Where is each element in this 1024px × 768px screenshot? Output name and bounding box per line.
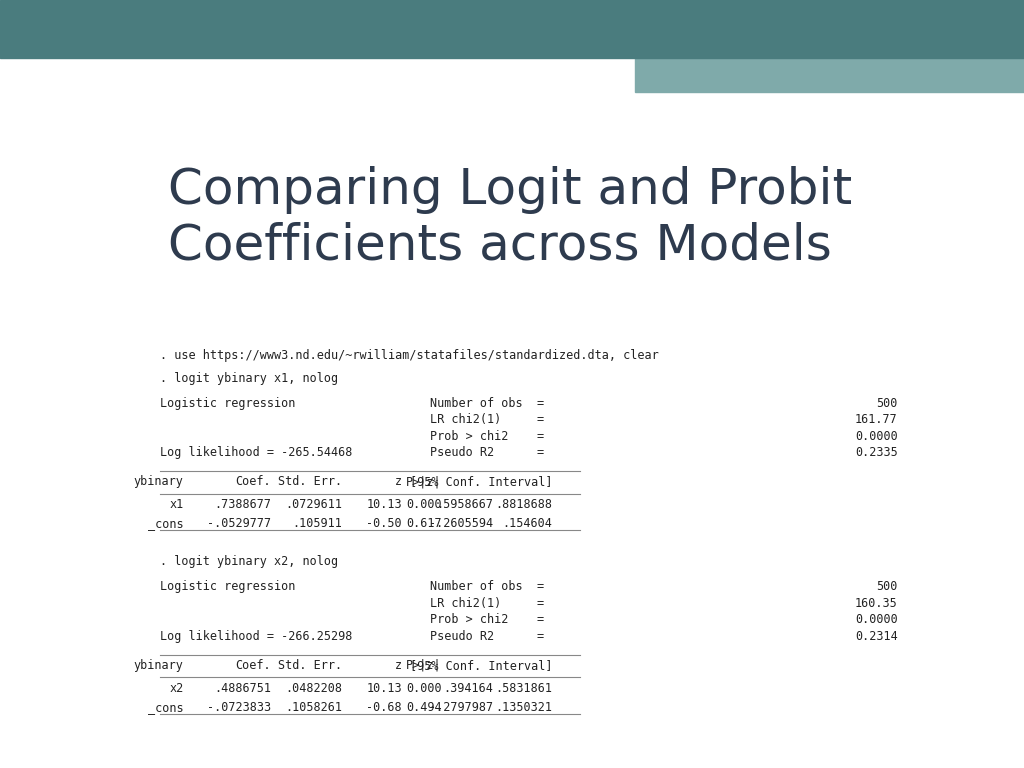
Text: .1058261: .1058261 bbox=[286, 700, 342, 713]
Text: Coef.: Coef. bbox=[236, 475, 270, 488]
Text: _cons: _cons bbox=[147, 700, 183, 713]
Text: .7388677: .7388677 bbox=[214, 498, 270, 511]
Text: .0729611: .0729611 bbox=[286, 498, 342, 511]
Text: Prob > chi2: Prob > chi2 bbox=[430, 613, 508, 626]
Text: 0.2314: 0.2314 bbox=[855, 630, 898, 643]
Text: 0.000: 0.000 bbox=[406, 682, 441, 695]
Text: -0.68: -0.68 bbox=[367, 700, 401, 713]
Text: Std. Err.: Std. Err. bbox=[279, 475, 342, 488]
Text: .4886751: .4886751 bbox=[214, 682, 270, 695]
Text: .394164: .394164 bbox=[443, 682, 494, 695]
Text: Number of obs: Number of obs bbox=[430, 580, 522, 593]
Text: Coef.: Coef. bbox=[236, 659, 270, 672]
Text: =: = bbox=[537, 413, 544, 426]
Text: =: = bbox=[537, 446, 544, 459]
Text: . use https://www3.nd.edu/~rwilliam/statafiles/standardized.dta, clear: . use https://www3.nd.edu/~rwilliam/stat… bbox=[160, 349, 658, 362]
Text: =: = bbox=[537, 630, 544, 643]
Text: .105911: .105911 bbox=[293, 518, 342, 531]
Text: LR chi2(1): LR chi2(1) bbox=[430, 413, 501, 426]
Text: Logistic regression: Logistic regression bbox=[160, 580, 295, 593]
Text: -.2797987: -.2797987 bbox=[429, 700, 494, 713]
Text: _cons: _cons bbox=[147, 518, 183, 531]
Text: Log likelihood = -266.25298: Log likelihood = -266.25298 bbox=[160, 630, 352, 643]
Text: =: = bbox=[537, 613, 544, 626]
Text: =: = bbox=[537, 597, 544, 610]
Text: 0.2335: 0.2335 bbox=[855, 446, 898, 459]
Text: 0.0000: 0.0000 bbox=[855, 613, 898, 626]
Text: Number of obs: Number of obs bbox=[430, 397, 522, 409]
Text: 10.13: 10.13 bbox=[367, 498, 401, 511]
Text: Comparing Logit and Probit
Coefficients across Models: Comparing Logit and Probit Coefficients … bbox=[168, 166, 852, 270]
Text: P>|z|: P>|z| bbox=[406, 475, 441, 488]
Text: .5958667: .5958667 bbox=[436, 498, 494, 511]
Text: x1: x1 bbox=[169, 498, 183, 511]
Text: .0482208: .0482208 bbox=[286, 682, 342, 695]
Text: 500: 500 bbox=[877, 397, 898, 409]
Text: Pseudo R2: Pseudo R2 bbox=[430, 630, 494, 643]
Text: P>|z|: P>|z| bbox=[406, 659, 441, 672]
Text: 161.77: 161.77 bbox=[855, 413, 898, 426]
Text: [95% Conf. Interval]: [95% Conf. Interval] bbox=[410, 475, 553, 488]
Text: Prob > chi2: Prob > chi2 bbox=[430, 430, 508, 443]
Text: x2: x2 bbox=[169, 682, 183, 695]
Text: ybinary: ybinary bbox=[134, 659, 183, 672]
Text: .1350321: .1350321 bbox=[496, 700, 553, 713]
Text: Pseudo R2: Pseudo R2 bbox=[430, 446, 494, 459]
Text: -0.50: -0.50 bbox=[367, 518, 401, 531]
Text: 160.35: 160.35 bbox=[855, 597, 898, 610]
Text: 10.13: 10.13 bbox=[367, 682, 401, 695]
Text: -.0529777: -.0529777 bbox=[207, 518, 270, 531]
Text: LR chi2(1): LR chi2(1) bbox=[430, 597, 501, 610]
Text: .8818688: .8818688 bbox=[496, 498, 553, 511]
Text: 0.617: 0.617 bbox=[406, 518, 441, 531]
Text: 500: 500 bbox=[877, 580, 898, 593]
Text: z: z bbox=[394, 475, 401, 488]
Text: =: = bbox=[537, 580, 544, 593]
Text: .154604: .154604 bbox=[503, 518, 553, 531]
Text: . logit ybinary x1, nolog: . logit ybinary x1, nolog bbox=[160, 372, 338, 385]
Text: Std. Err.: Std. Err. bbox=[279, 659, 342, 672]
Text: 0.000: 0.000 bbox=[406, 498, 441, 511]
Text: Log likelihood = -265.54468: Log likelihood = -265.54468 bbox=[160, 446, 352, 459]
Text: . logit ybinary x2, nolog: . logit ybinary x2, nolog bbox=[160, 555, 338, 568]
Text: .5831861: .5831861 bbox=[496, 682, 553, 695]
Text: 0.494: 0.494 bbox=[406, 700, 441, 713]
Text: Logistic regression: Logistic regression bbox=[160, 397, 295, 409]
Text: 0.0000: 0.0000 bbox=[855, 430, 898, 443]
Text: z: z bbox=[394, 659, 401, 672]
Text: [95% Conf. Interval]: [95% Conf. Interval] bbox=[410, 659, 553, 672]
Text: -.0723833: -.0723833 bbox=[207, 700, 270, 713]
Text: ybinary: ybinary bbox=[134, 475, 183, 488]
Text: =: = bbox=[537, 397, 544, 409]
Text: -.2605594: -.2605594 bbox=[429, 518, 494, 531]
Text: =: = bbox=[537, 430, 544, 443]
